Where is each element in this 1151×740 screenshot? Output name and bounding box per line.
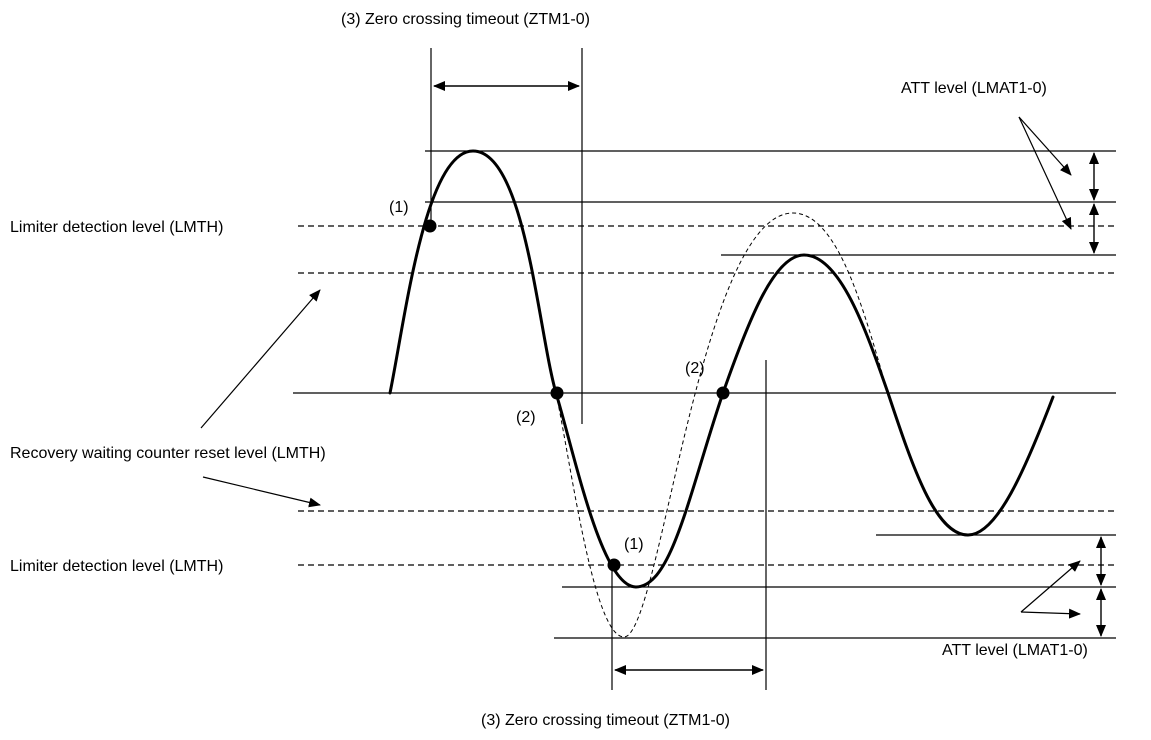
recovery-level-label: Recovery waiting counter reset level (LM… xyxy=(10,445,326,462)
att-pointer-upper-1 xyxy=(1018,116,1072,176)
marker-dot-2-right xyxy=(716,386,730,400)
marker-dot-1-top xyxy=(423,219,437,233)
marker-label-2-left: (2) xyxy=(516,409,536,426)
limited-waveform xyxy=(388,149,1055,589)
att-level-label-bottom: ATT level (LMAT1-0) xyxy=(942,642,1088,659)
att-pointer-lower-2 xyxy=(1020,608,1081,619)
marker-label-1-bottom: (1) xyxy=(624,536,644,553)
marker-label-1-top: (1) xyxy=(389,199,409,216)
limiter-level-label-bottom: Limiter detection level (LMTH) xyxy=(10,558,223,575)
att-level-label-top: ATT level (LMAT1-0) xyxy=(901,80,1047,97)
reference-waveform-dashed xyxy=(555,212,889,638)
marker-dot-1-bottom xyxy=(607,558,621,572)
att-pointer-upper-2 xyxy=(1018,116,1072,230)
marker-label-2-right: (2) xyxy=(685,360,705,377)
recovery-pointer-down xyxy=(202,476,321,508)
zero-crossing-label-bottom: (3) Zero crossing timeout (ZTM1-0) xyxy=(481,712,730,729)
att-pointer-lower-1 xyxy=(1020,560,1081,613)
zero-crossing-label-top: (3) Zero crossing timeout (ZTM1-0) xyxy=(341,11,590,28)
marker-dot-2-left xyxy=(550,386,564,400)
limiter-level-label-top: Limiter detection level (LMTH) xyxy=(10,219,223,236)
recovery-pointer-up xyxy=(200,289,321,429)
